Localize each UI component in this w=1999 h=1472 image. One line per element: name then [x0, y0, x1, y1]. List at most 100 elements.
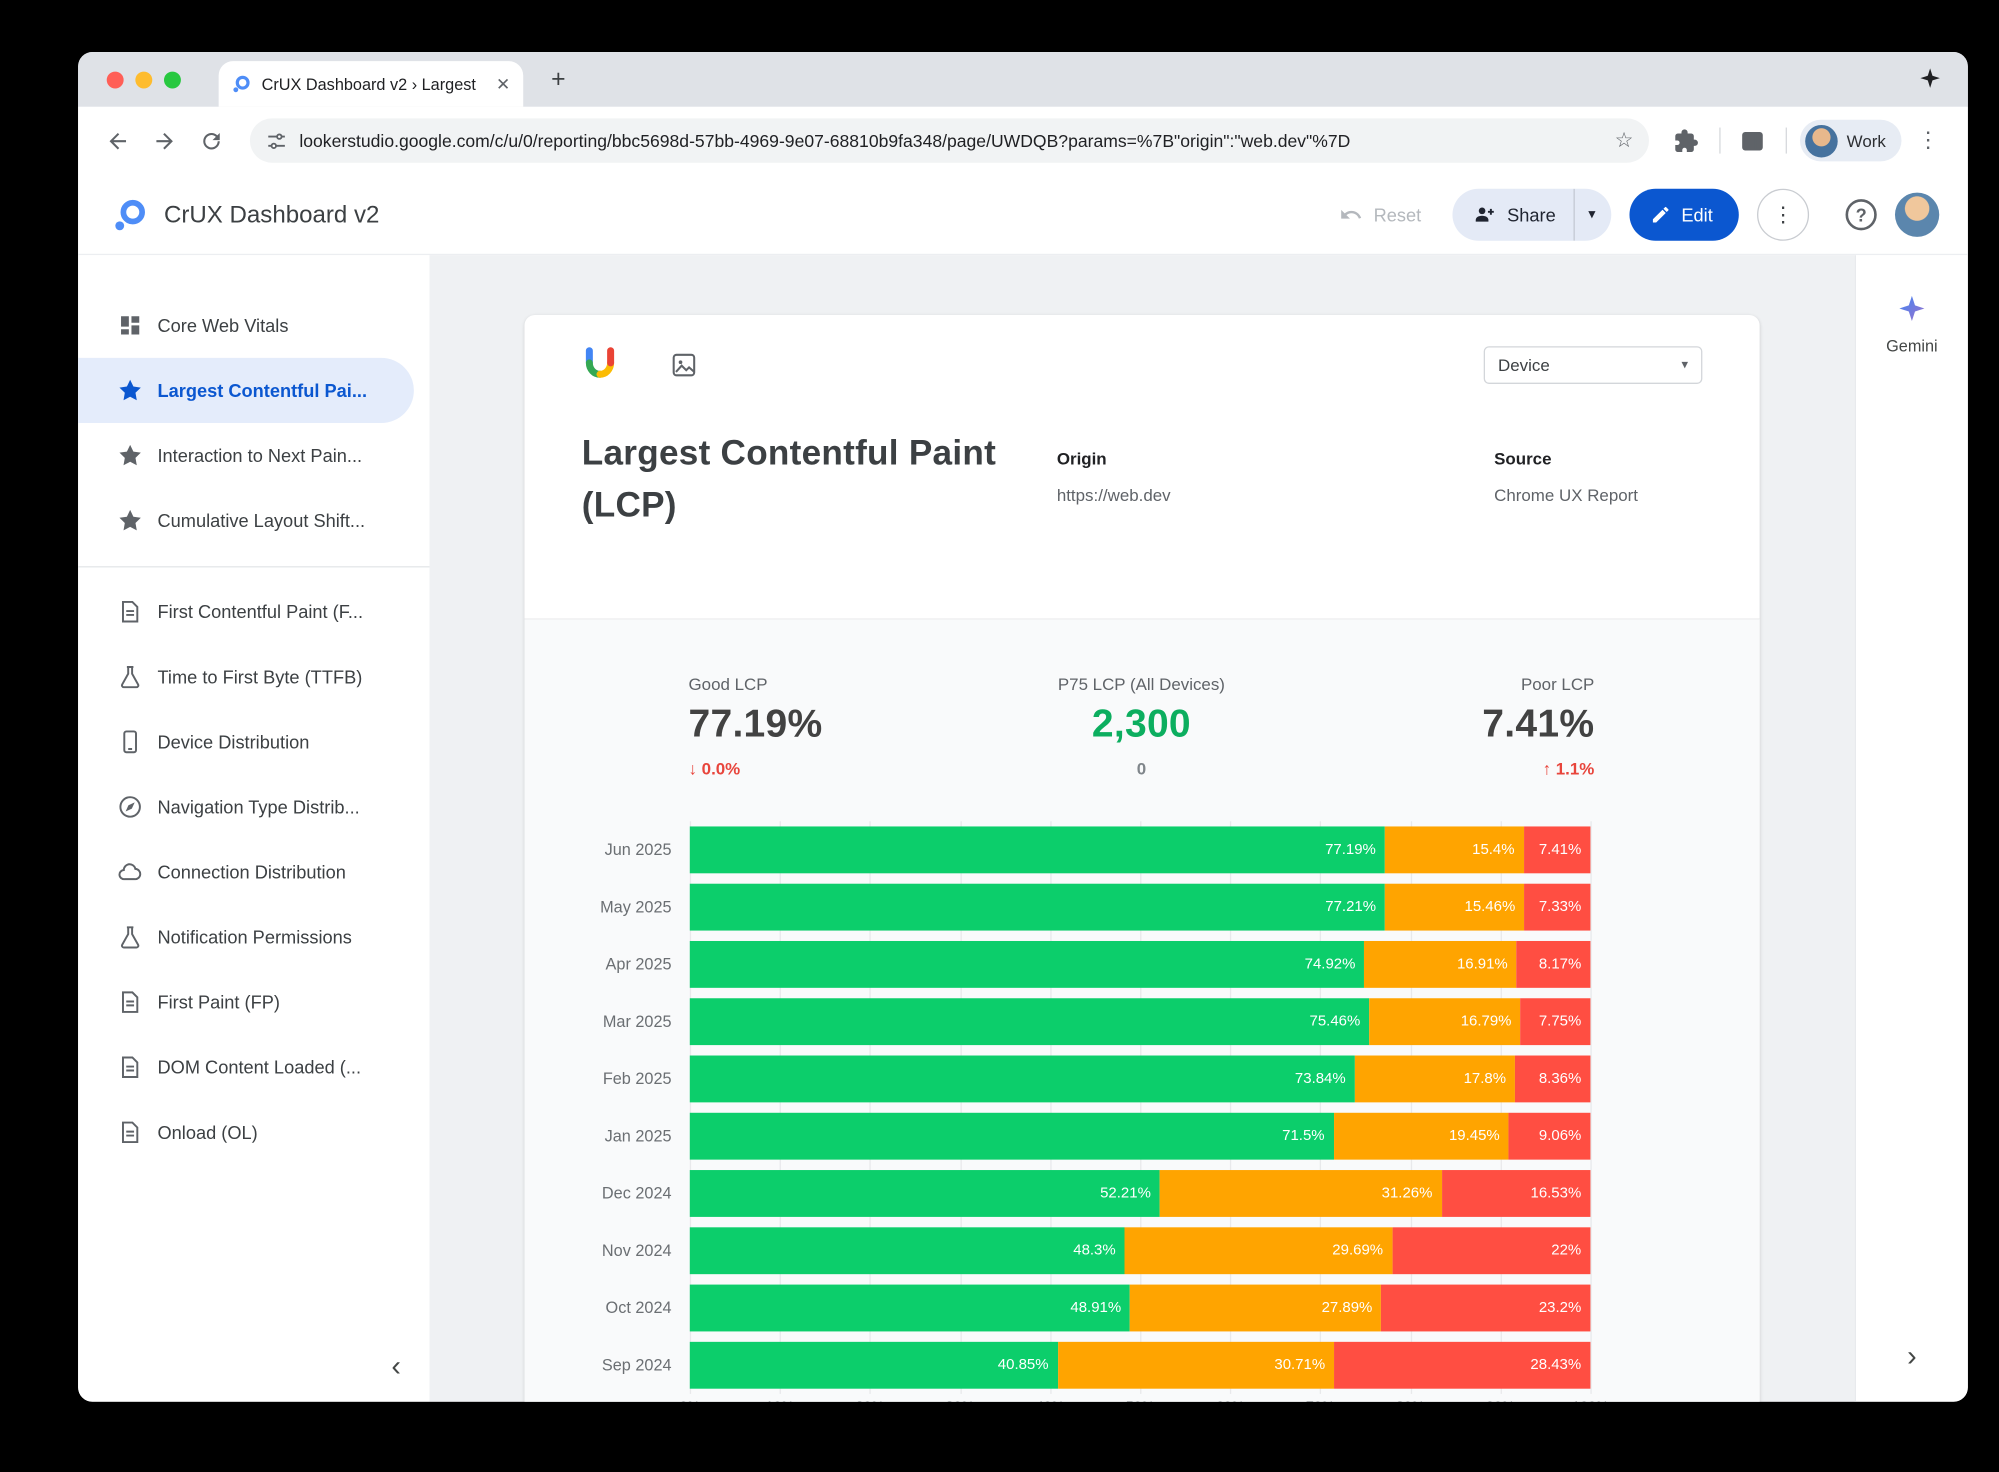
share-dropdown-caret[interactable]: ▾	[1573, 188, 1611, 241]
sidebar-item[interactable]: Time to First Byte (TTFB)	[78, 644, 414, 709]
bar-segment-poor[interactable]: 16.53%	[1441, 1170, 1591, 1217]
sidebar-item[interactable]: Connection Distribution	[78, 839, 414, 904]
x-tick-label: 60%	[1216, 1399, 1245, 1402]
bar-segment-needs-improvement[interactable]: 15.46%	[1385, 883, 1525, 931]
extensions-button[interactable]	[1667, 121, 1706, 160]
expand-panel-button[interactable]: ›	[1907, 1339, 1917, 1372]
app-header: CrUX Dashboard v2 Reset Share ▾ Edit	[78, 174, 1968, 256]
sidebar-item[interactable]: First Contentful Paint (F...	[78, 579, 414, 644]
zoom-window-button[interactable]	[163, 71, 181, 89]
new-tab-button[interactable]: +	[551, 66, 566, 94]
bar-segment-good[interactable]: 40.85%	[689, 1341, 1058, 1389]
share-button[interactable]: Share ▾	[1452, 188, 1612, 241]
bar-segment-good[interactable]: 77.21%	[689, 883, 1386, 931]
stacked-bar[interactable]: 75.46% 16.79% 7.75%	[689, 998, 1591, 1046]
bar-segment-good[interactable]: 75.46%	[689, 998, 1370, 1046]
sidebar-item[interactable]: DOM Content Loaded (...	[78, 1035, 414, 1100]
sparkle-icon[interactable]	[1918, 66, 1941, 89]
bar-segment-good[interactable]: 71.5%	[689, 1112, 1334, 1160]
edit-button[interactable]: Edit	[1629, 188, 1739, 241]
bookmark-star-icon[interactable]: ☆	[1614, 130, 1634, 153]
sidebar-item[interactable]: Cumulative Layout Shift...	[78, 488, 414, 553]
sidebar-item[interactable]: Notification Permissions	[78, 905, 414, 970]
share-button-main[interactable]: Share	[1452, 202, 1574, 225]
collapse-sidebar-button[interactable]: ‹	[391, 1349, 401, 1383]
bar-segment-needs-improvement[interactable]: 27.89%	[1130, 1284, 1382, 1332]
gemini-entry[interactable]: Gemini	[1856, 294, 1968, 355]
minimize-window-button[interactable]	[135, 71, 153, 89]
browser-tab-active[interactable]: CrUX Dashboard v2 › Largest ✕	[218, 61, 524, 107]
stacked-bar[interactable]: 40.85% 30.71% 28.43%	[689, 1341, 1591, 1389]
bar-segment-needs-improvement[interactable]: 15.4%	[1384, 826, 1524, 874]
bar-segment-poor[interactable]: 7.75%	[1520, 998, 1591, 1046]
origin-block: Origin https://web.dev	[1057, 449, 1171, 505]
bar-segment-needs-improvement[interactable]: 16.79%	[1369, 998, 1521, 1046]
bar-segment-good[interactable]: 74.92%	[689, 940, 1365, 988]
close-window-button[interactable]	[106, 71, 124, 89]
bar-segment-needs-improvement[interactable]: 30.71%	[1057, 1341, 1335, 1389]
stacked-bar[interactable]: 71.5% 19.45% 9.06%	[689, 1112, 1591, 1160]
sidebar-item[interactable]: Core Web Vitals	[78, 293, 414, 358]
profile-name: Work	[1846, 130, 1886, 151]
url-text[interactable]: lookerstudio.google.com/c/u/0/reporting/…	[299, 130, 1351, 151]
image-icon[interactable]	[670, 351, 697, 378]
help-button[interactable]: ?	[1845, 198, 1877, 230]
address-bar[interactable]: lookerstudio.google.com/c/u/0/reporting/…	[249, 118, 1649, 163]
report-menu-button[interactable]: ⋮	[1757, 188, 1810, 241]
bar-segment-needs-improvement[interactable]: 17.8%	[1354, 1055, 1516, 1103]
bar-segment-good[interactable]: 73.84%	[689, 1055, 1355, 1103]
reload-button[interactable]	[190, 120, 232, 162]
bar-segment-poor[interactable]: 28.43%	[1334, 1341, 1591, 1389]
stacked-bar[interactable]: 48.3% 29.69% 22%	[689, 1227, 1591, 1275]
sidebar-item[interactable]: Largest Contentful Pai...	[78, 357, 414, 423]
stacked-bar[interactable]: 48.91% 27.89% 23.2%	[689, 1284, 1591, 1332]
sidebar-item[interactable]: First Paint (FP)	[78, 970, 414, 1035]
report-canvas: Device ▾ Largest Contentful Paint (LCP) …	[429, 255, 1855, 1402]
bar-segment-needs-improvement[interactable]: 16.91%	[1364, 940, 1517, 988]
bar-segment-needs-improvement[interactable]: 31.26%	[1160, 1170, 1442, 1217]
bar-segment-good[interactable]: 52.21%	[689, 1170, 1161, 1217]
bar-segment-needs-improvement[interactable]: 19.45%	[1333, 1112, 1509, 1160]
site-info-icon[interactable]	[266, 129, 288, 151]
bar-segment-poor[interactable]: 8.17%	[1516, 940, 1591, 988]
star-icon	[117, 377, 143, 403]
chart-category-label: May 2025	[600, 898, 672, 917]
bar-segment-needs-improvement[interactable]: 29.69%	[1124, 1227, 1393, 1275]
sidebar-item-label: Largest Contentful Pai...	[157, 380, 368, 401]
stacked-bar[interactable]: 77.21% 15.46% 7.33%	[689, 883, 1591, 931]
bar-segment-poor[interactable]: 7.41%	[1523, 826, 1591, 874]
profile-chip[interactable]: Work	[1799, 119, 1902, 162]
side-panel-button[interactable]	[1733, 121, 1772, 160]
bar-segment-good[interactable]: 77.19%	[689, 826, 1385, 874]
bar-segment-poor[interactable]: 7.33%	[1524, 883, 1591, 931]
bar-segment-good[interactable]: 48.3%	[689, 1227, 1125, 1275]
device-filter-dropdown[interactable]: Device ▾	[1483, 346, 1703, 384]
sidebar-item[interactable]: Interaction to Next Pain...	[78, 423, 414, 488]
source-block: Source Chrome UX Report	[1494, 449, 1638, 505]
toolbar-separator	[1785, 127, 1787, 154]
chart-category-label: Jan 2025	[604, 1127, 672, 1146]
chart-category-label: Dec 2024	[601, 1184, 672, 1203]
browser-menu-button[interactable]: ⋮	[1917, 127, 1940, 153]
bar-segment-poor[interactable]: 23.2%	[1381, 1284, 1591, 1332]
stacked-bar[interactable]: 52.21% 31.26% 16.53%	[689, 1170, 1591, 1217]
forward-button[interactable]	[143, 120, 185, 162]
stacked-bar[interactable]: 74.92% 16.91% 8.17%	[689, 940, 1591, 988]
sidebar-item[interactable]: Navigation Type Distrib...	[78, 774, 414, 839]
gemini-sparkle-icon	[1899, 295, 1925, 321]
sidebar-item[interactable]: Device Distribution	[78, 709, 414, 774]
tab-close-icon[interactable]: ✕	[495, 73, 511, 94]
sidebar-item[interactable]: Onload (OL)	[78, 1100, 414, 1165]
user-avatar[interactable]	[1894, 191, 1940, 237]
chart-category-label: Jun 2025	[604, 840, 672, 859]
reset-button[interactable]: Reset	[1327, 202, 1434, 225]
stacked-bar[interactable]: 77.19% 15.4% 7.41%	[689, 826, 1591, 874]
bar-segment-poor[interactable]: 8.36%	[1515, 1055, 1591, 1103]
bar-segment-good[interactable]: 48.91%	[689, 1284, 1131, 1332]
back-button[interactable]	[96, 120, 138, 162]
scorecard-good-lcp: Good LCP 77.19% ↓ 0.0%	[688, 674, 990, 778]
bar-segment-poor[interactable]: 9.06%	[1508, 1112, 1591, 1160]
bar-segment-poor[interactable]: 22%	[1392, 1227, 1591, 1275]
stacked-bar[interactable]: 73.84% 17.8% 8.36%	[689, 1055, 1591, 1103]
report-title: Largest Contentful Paint (LCP)	[581, 433, 997, 525]
